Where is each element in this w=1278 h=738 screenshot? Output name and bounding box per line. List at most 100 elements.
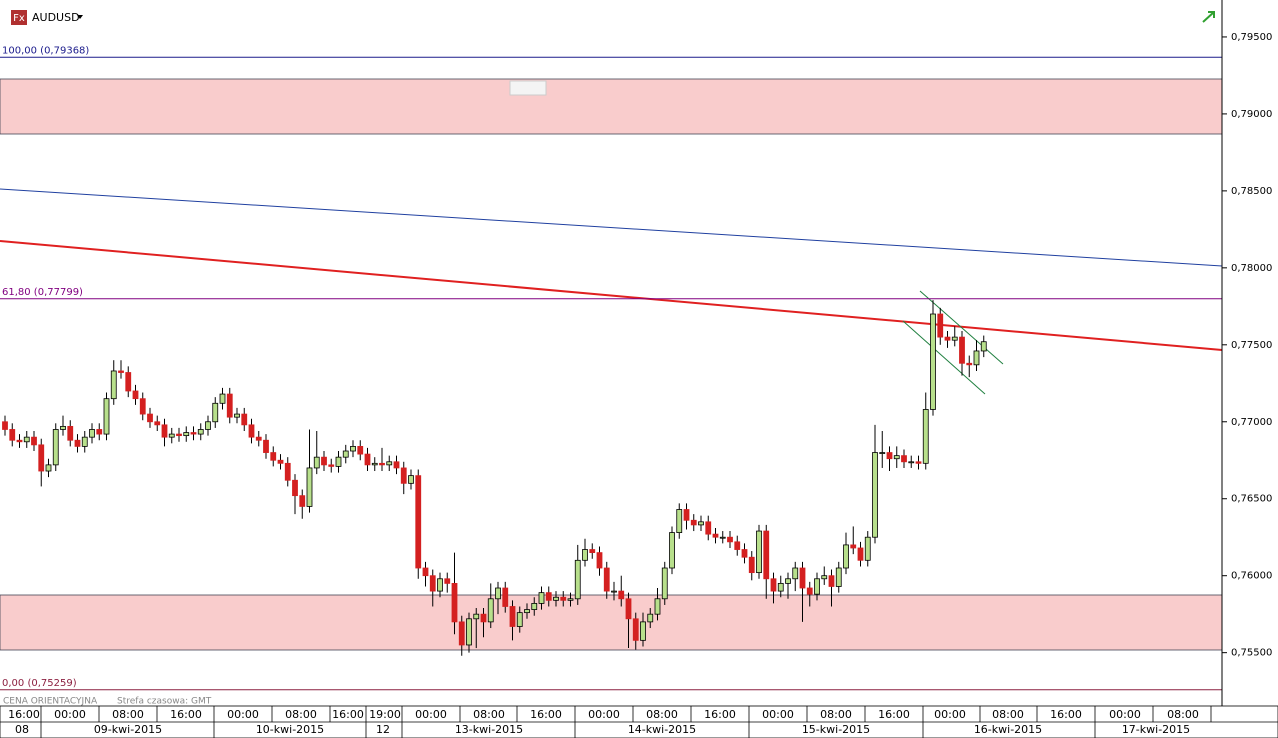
- candle-body: [640, 621, 646, 641]
- x-tick-label: 16:00: [8, 708, 40, 721]
- candle-body: [937, 313, 944, 338]
- level-label: 0,00 (0,75259): [2, 678, 77, 689]
- date-label: 08: [15, 723, 29, 736]
- candle-body: [886, 452, 893, 460]
- candle-body: [386, 461, 393, 466]
- candle-body: [255, 436, 262, 441]
- candle-body: [458, 621, 465, 646]
- timezone: Strefa czasowa: GMT: [117, 697, 212, 707]
- x-tick-label: 16:00: [332, 708, 364, 721]
- y-tick-label: 0,78000: [1231, 263, 1272, 274]
- candle-body: [321, 456, 327, 466]
- candle-body: [306, 467, 313, 507]
- candle-body: [879, 452, 886, 454]
- toolbar[interactable]: [509, 80, 547, 96]
- candle-body: [589, 549, 596, 554]
- x-tick-label: 00:00: [415, 708, 447, 721]
- candle-body: [792, 567, 799, 580]
- candle-body: [393, 461, 400, 469]
- candle-body: [16, 439, 23, 443]
- candle-body: [509, 606, 516, 627]
- candle-body: [31, 436, 37, 446]
- candle-body: [132, 390, 139, 400]
- candle-body: [487, 598, 494, 623]
- candle-body: [277, 459, 284, 464]
- y-tick-label: 0,76500: [1231, 494, 1272, 505]
- candle-body: [241, 413, 248, 426]
- x-tick-label: 00:00: [1109, 708, 1141, 721]
- x-tick-label: 16:00: [704, 708, 736, 721]
- x-tick-label: 16:00: [170, 708, 202, 721]
- candle-body: [669, 532, 675, 569]
- y-tick-label: 0,79500: [1231, 32, 1272, 43]
- candle-body: [161, 424, 168, 438]
- candle-body: [168, 433, 175, 438]
- x-tick-label: 16:00: [878, 708, 910, 721]
- candle-body: [567, 598, 574, 601]
- date-label: 13-kwi-2015: [455, 723, 523, 736]
- dropdown-arrow[interactable]: [77, 15, 83, 19]
- candle-body: [654, 598, 661, 615]
- candle-body: [480, 613, 487, 623]
- status-icon: [1202, 11, 1215, 23]
- y-tick-label: 0,78500: [1231, 186, 1272, 197]
- candle-body: [176, 433, 182, 437]
- candle-body: [118, 370, 124, 373]
- candle-body: [676, 509, 683, 533]
- candle-body: [444, 578, 451, 584]
- candle-body: [234, 413, 240, 418]
- candle-body: [226, 393, 233, 418]
- candle-body: [103, 398, 110, 435]
- note: CENA ORIENTACYJNA: [3, 697, 98, 707]
- date-label: 16-kwi-2015: [974, 723, 1042, 736]
- candle-body: [705, 521, 712, 535]
- candle-body: [857, 547, 864, 561]
- candle-body: [379, 462, 385, 466]
- candle-body: [350, 445, 356, 452]
- candle-body: [574, 559, 581, 600]
- candle-body: [23, 436, 30, 443]
- candle-body: [2, 421, 8, 430]
- candle-body: [451, 582, 458, 623]
- y-tick-label: 0,77500: [1231, 340, 1272, 351]
- candle-body: [922, 409, 929, 464]
- candle-body: [632, 618, 639, 641]
- candle-body: [495, 587, 501, 600]
- candle-body: [785, 578, 791, 584]
- candle-body: [698, 521, 704, 526]
- candle-body: [690, 519, 697, 526]
- candle-body: [96, 429, 103, 435]
- candle-body: [524, 609, 530, 614]
- candle-body: [661, 567, 668, 600]
- candle-body: [727, 536, 733, 543]
- candle-body: [89, 429, 95, 438]
- x-tick-label: 00:00: [54, 708, 86, 721]
- candle-body: [683, 509, 690, 521]
- candle-body: [328, 464, 335, 467]
- symbol-title[interactable]: AUDUSD: [32, 11, 80, 24]
- candle-body: [212, 402, 219, 423]
- candle-body: [843, 544, 849, 569]
- candle-body: [38, 444, 45, 472]
- candle-body: [292, 479, 298, 497]
- x-tick-label: 08:00: [992, 708, 1024, 721]
- candle-body: [545, 592, 552, 601]
- candle-body: [183, 432, 190, 437]
- candle-body: [313, 456, 320, 469]
- x-tick-label: 00:00: [227, 708, 259, 721]
- channel-line: [902, 320, 986, 395]
- level-label: 61,80 (0,77799): [2, 287, 83, 298]
- candle-body: [930, 313, 936, 410]
- candle-body: [67, 425, 74, 441]
- candle-body: [893, 455, 900, 460]
- candle-body: [719, 536, 726, 539]
- candle-body: [864, 536, 871, 561]
- x-tick-label: 08:00: [473, 708, 505, 721]
- candle-body: [777, 582, 784, 592]
- candle-body: [647, 613, 654, 623]
- candle-body: [973, 350, 980, 366]
- candle-body: [429, 575, 436, 592]
- candle-body: [139, 398, 146, 415]
- candle-body: [422, 567, 429, 577]
